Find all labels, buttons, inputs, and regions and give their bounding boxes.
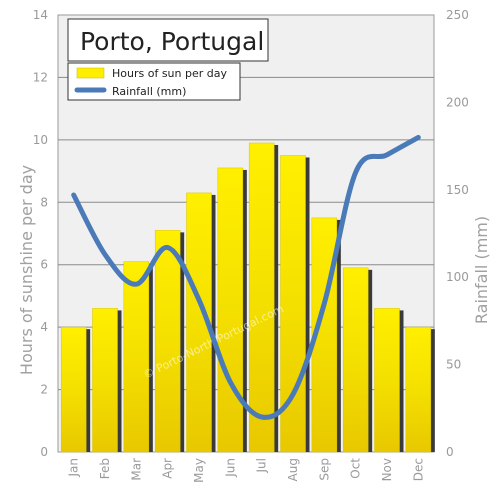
y-tick-label: 6 bbox=[40, 258, 48, 272]
x-tick-label: Oct bbox=[349, 458, 363, 479]
x-tick-label: Sep bbox=[317, 458, 331, 481]
legend-label-rain: Rainfall (mm) bbox=[112, 85, 186, 98]
legend: Hours of sun per day Rainfall (mm) bbox=[67, 62, 241, 101]
y2-tick-label: 100 bbox=[446, 270, 469, 284]
x-tick-label: Jan bbox=[67, 458, 81, 478]
y-tick-label: 8 bbox=[40, 195, 48, 209]
y2-tick-label: 0 bbox=[446, 445, 454, 459]
x-tick-label: Nov bbox=[380, 458, 394, 481]
y2-tick-label: 250 bbox=[446, 8, 469, 22]
x-tick-label: May bbox=[192, 458, 206, 483]
y-tick-label: 0 bbox=[40, 445, 48, 459]
y-tick-label: 10 bbox=[33, 133, 48, 147]
bar bbox=[405, 326, 432, 453]
bar bbox=[342, 267, 369, 453]
x-tick-label: Jul bbox=[255, 458, 269, 473]
bar bbox=[92, 308, 118, 453]
bar bbox=[374, 308, 400, 453]
tick-labels: 0 2 4 6 8 10 12 14 0 50 100 150 200 250 Jan Feb Mar Apr Ma… bbox=[33, 8, 469, 483]
bars bbox=[60, 142, 435, 453]
y-tick-label: 14 bbox=[33, 8, 48, 22]
x-tick-label: Mar bbox=[129, 458, 143, 481]
bar bbox=[60, 326, 87, 453]
x-tick-label: Aug bbox=[286, 458, 300, 481]
bar bbox=[280, 155, 306, 453]
x-tick-label: Dec bbox=[411, 458, 425, 481]
rainfall-line-layer bbox=[71, 134, 421, 420]
y2-tick-label: 200 bbox=[446, 95, 469, 109]
rainfall-line bbox=[71, 134, 421, 420]
chart-title: Porto, Portugal bbox=[80, 27, 264, 56]
y-tick-label: 2 bbox=[40, 383, 48, 397]
bar bbox=[154, 230, 181, 453]
y-tick-label: 4 bbox=[40, 320, 48, 334]
x-tick-label: Jun bbox=[223, 458, 237, 478]
legend-label-sun: Hours of sun per day bbox=[112, 67, 227, 80]
bar bbox=[123, 261, 150, 453]
legend-swatch-sun bbox=[76, 67, 105, 79]
y2-tick-label: 50 bbox=[446, 358, 461, 372]
y2-tick-label: 150 bbox=[446, 183, 469, 197]
title-box: Porto, Portugal bbox=[67, 18, 269, 62]
y-tick-label: 12 bbox=[33, 70, 48, 84]
x-tick-label: Feb bbox=[98, 458, 112, 479]
bar bbox=[217, 167, 244, 453]
x-tick-label: Apr bbox=[161, 458, 175, 479]
y2-axis-title: Rainfall (mm) bbox=[472, 216, 491, 324]
y-axis-title: Hours of sunshine per day bbox=[17, 165, 36, 375]
bar bbox=[248, 142, 275, 453]
